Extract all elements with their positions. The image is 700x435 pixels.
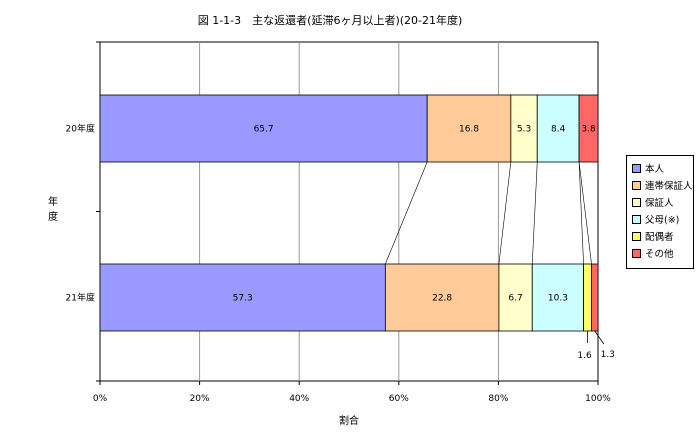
x-tick-label: 100% bbox=[585, 394, 611, 404]
legend-label: 本人 bbox=[645, 164, 665, 175]
series-line bbox=[498, 161, 512, 265]
legend-item: 父母(※) bbox=[632, 213, 680, 226]
data-label: 3.8 bbox=[581, 125, 596, 135]
bar-segment bbox=[583, 263, 592, 332]
data-label: 22.8 bbox=[432, 294, 452, 304]
legend-label: 配偶者 bbox=[645, 232, 674, 243]
legend-label: 連帯保証人 bbox=[645, 181, 693, 192]
bar-segment bbox=[384, 263, 500, 332]
data-label: 10.3 bbox=[548, 294, 568, 304]
legend-swatch bbox=[632, 197, 641, 207]
chart-title: 図 1-1-3 主な返還者(延滞6ヶ月以上者)(20-21年度) bbox=[197, 14, 463, 27]
legend-label: 父母(※) bbox=[645, 215, 680, 226]
series-line bbox=[578, 161, 584, 265]
legend-swatch bbox=[632, 180, 641, 190]
legend-item: 保証人 bbox=[632, 196, 674, 209]
bar-segment bbox=[510, 94, 538, 163]
y-tick-label: 21年度 bbox=[66, 292, 95, 304]
legend-swatch bbox=[632, 214, 641, 224]
legend-label: その他 bbox=[645, 249, 674, 260]
data-label: 1.3 bbox=[601, 350, 615, 360]
data-label: 57.3 bbox=[233, 294, 253, 304]
data-label: 5.3 bbox=[517, 125, 531, 135]
data-label: 8.4 bbox=[551, 125, 566, 135]
legend: 本人連帯保証人保証人父母(※) 配偶者その他 bbox=[626, 155, 694, 269]
legend-item: 本人 bbox=[632, 162, 665, 175]
y-axis-title: 年度 bbox=[48, 195, 58, 223]
x-tick-label: 80% bbox=[488, 394, 508, 404]
legend-item: 配偶者 bbox=[632, 230, 674, 243]
legend-swatch bbox=[632, 248, 641, 258]
y-tick-label: 20年度 bbox=[66, 123, 95, 135]
data-label: 1.6 bbox=[577, 351, 592, 361]
bar-segment bbox=[536, 94, 580, 163]
data-label: 6.7 bbox=[508, 294, 522, 304]
bar-segment bbox=[498, 263, 533, 332]
bar-segment bbox=[578, 94, 599, 163]
series-line bbox=[385, 161, 428, 265]
x-tick-label: 0% bbox=[93, 394, 108, 404]
data-label: 16.8 bbox=[459, 125, 479, 135]
bar-segment bbox=[531, 263, 584, 332]
x-tick-label: 20% bbox=[190, 394, 210, 404]
callout-line bbox=[594, 330, 605, 345]
legend-item: 連帯保証人 bbox=[632, 179, 693, 192]
legend-item: その他 bbox=[632, 247, 674, 260]
series-line bbox=[578, 161, 592, 265]
bar-segment bbox=[99, 263, 386, 332]
legend-label: 保証人 bbox=[645, 198, 674, 209]
bar-segment bbox=[99, 94, 428, 163]
legend-swatch bbox=[632, 231, 641, 241]
data-label: 65.7 bbox=[254, 125, 274, 135]
bar-segment bbox=[426, 94, 512, 163]
x-axis-title: 割合 bbox=[339, 414, 359, 427]
x-tick-label: 60% bbox=[389, 394, 409, 404]
bar-segment bbox=[591, 263, 599, 332]
x-tick-label: 40% bbox=[289, 394, 309, 404]
series-line bbox=[531, 161, 538, 265]
legend-swatch bbox=[632, 163, 641, 173]
